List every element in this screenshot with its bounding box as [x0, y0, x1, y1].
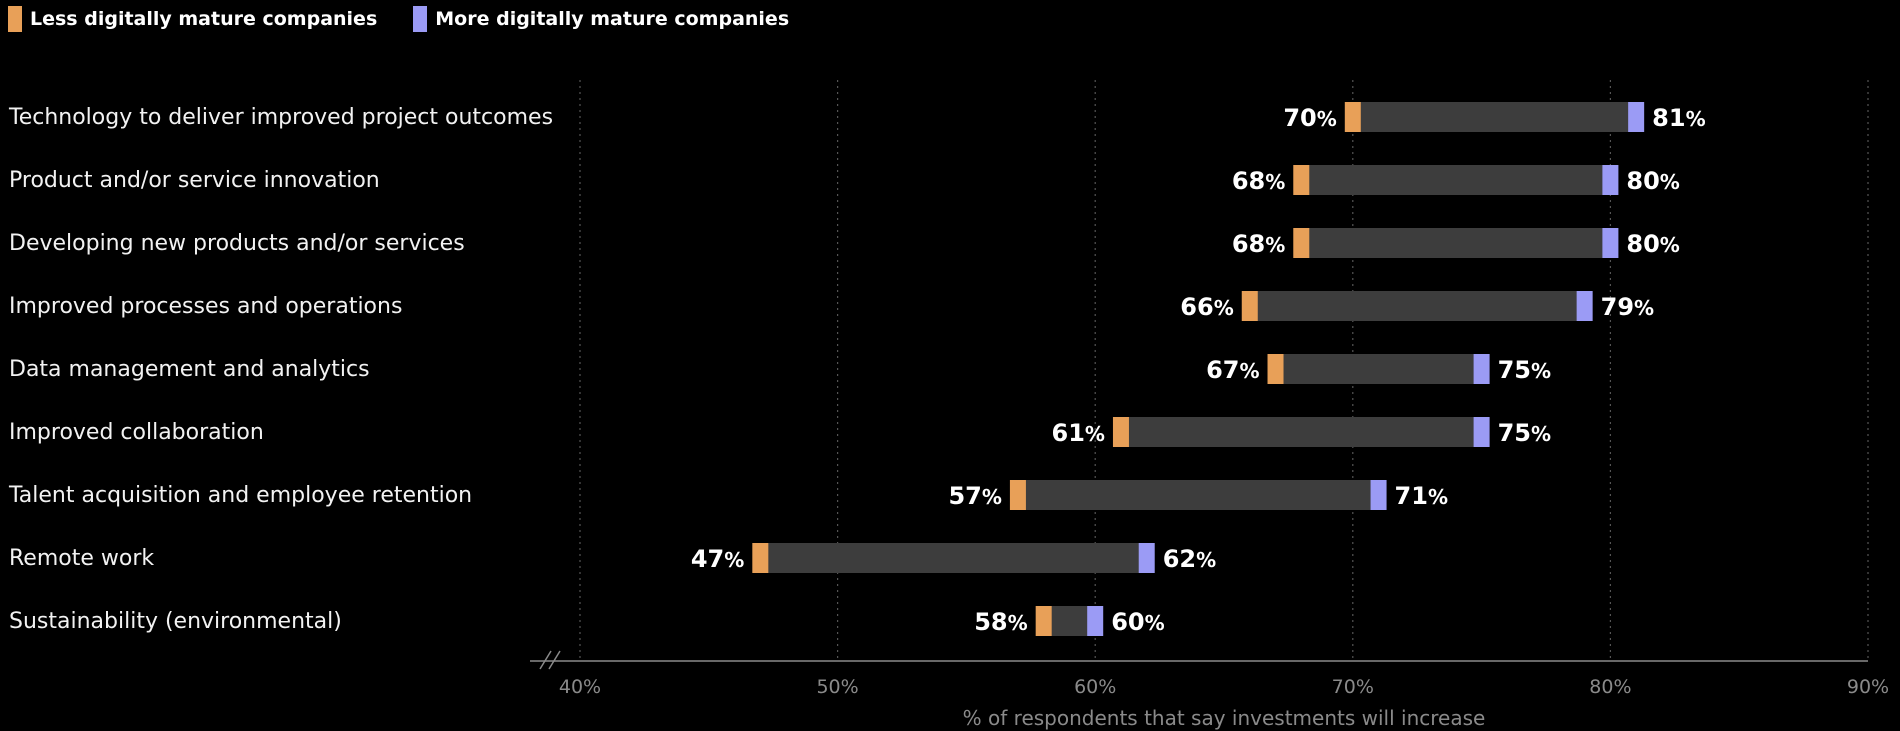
more-mature-marker	[1576, 291, 1593, 321]
x-tick-label: 70%	[1332, 676, 1374, 698]
less-mature-value-label: 58%	[974, 608, 1027, 636]
less-mature-value-label: 68%	[1232, 230, 1285, 258]
more-mature-value-label: 79%	[1601, 293, 1654, 321]
less-mature-marker	[1293, 228, 1310, 258]
x-tick-label: 90%	[1847, 676, 1889, 698]
category-label: Data management and analytics	[9, 357, 370, 382]
legend-swatch-more-mature	[413, 6, 428, 32]
more-mature-value-label: 75%	[1498, 419, 1551, 447]
range-bar	[1275, 354, 1482, 384]
legend-label-less-mature: Less digitally mature companies	[30, 8, 378, 30]
less-mature-value-label: 57%	[948, 482, 1001, 510]
category-label: Sustainability (environmental)	[9, 609, 342, 634]
x-tick-label: 80%	[1589, 676, 1631, 698]
more-mature-marker	[1138, 543, 1155, 573]
more-mature-value-label: 80%	[1626, 167, 1679, 195]
range-bar	[1017, 480, 1379, 510]
axis-break-mark-2	[548, 650, 561, 670]
legend-swatch-less-mature	[8, 6, 22, 32]
less-mature-marker	[1241, 291, 1258, 321]
more-mature-marker	[1602, 165, 1619, 195]
legend-item-more-mature: More digitally mature companies	[413, 6, 789, 32]
category-label: Improved processes and operations	[9, 294, 402, 319]
range-bar	[1301, 165, 1611, 195]
legend-item-less-mature: Less digitally mature companies	[8, 6, 377, 32]
more-mature-value-label: 71%	[1395, 482, 1448, 510]
more-mature-marker	[1370, 480, 1387, 510]
less-mature-marker	[1344, 102, 1361, 132]
less-mature-marker	[1267, 354, 1284, 384]
category-label: Talent acquisition and employee retentio…	[8, 483, 472, 508]
less-mature-value-label: 67%	[1206, 356, 1259, 384]
less-mature-value-label: 66%	[1180, 293, 1233, 321]
less-mature-marker	[1009, 480, 1026, 510]
more-mature-value-label: 81%	[1652, 104, 1705, 132]
range-bar	[1352, 102, 1637, 132]
range-bar	[1043, 606, 1096, 636]
x-axis-title: % of respondents that say investments wi…	[963, 706, 1486, 730]
more-mature-marker	[1628, 102, 1645, 132]
more-mature-marker	[1473, 417, 1490, 447]
more-mature-value-label: 60%	[1111, 608, 1164, 636]
x-tick-label: 40%	[559, 676, 601, 698]
x-tick-label: 50%	[816, 676, 858, 698]
less-mature-marker	[1112, 417, 1129, 447]
more-mature-marker	[1602, 228, 1619, 258]
more-mature-marker	[1473, 354, 1490, 384]
category-label: Developing new products and/or services	[9, 231, 465, 256]
category-label: Product and/or service innovation	[9, 168, 380, 193]
more-mature-value-label: 80%	[1626, 230, 1679, 258]
range-bar	[1301, 228, 1611, 258]
range-bar	[1249, 291, 1585, 321]
range-bar	[1120, 417, 1482, 447]
x-tick-label: 60%	[1074, 676, 1116, 698]
range-bar	[760, 543, 1147, 573]
category-label: Technology to deliver improved project o…	[8, 105, 553, 130]
less-mature-value-label: 70%	[1283, 104, 1336, 132]
less-mature-value-label: 68%	[1232, 167, 1285, 195]
less-mature-marker	[1035, 606, 1052, 636]
less-mature-marker	[1293, 165, 1310, 195]
category-label: Improved collaboration	[9, 420, 264, 445]
less-mature-marker	[752, 543, 769, 573]
legend-label-more-mature: More digitally mature companies	[435, 8, 790, 30]
chart-legend: Less digitally mature companies More dig…	[8, 6, 789, 32]
more-mature-value-label: 75%	[1498, 356, 1551, 384]
less-mature-value-label: 61%	[1052, 419, 1105, 447]
category-label: Remote work	[9, 546, 154, 571]
less-mature-value-label: 47%	[691, 545, 744, 573]
more-mature-marker	[1087, 606, 1104, 636]
axis-break-mark-1	[539, 650, 552, 670]
more-mature-value-label: 62%	[1163, 545, 1216, 573]
